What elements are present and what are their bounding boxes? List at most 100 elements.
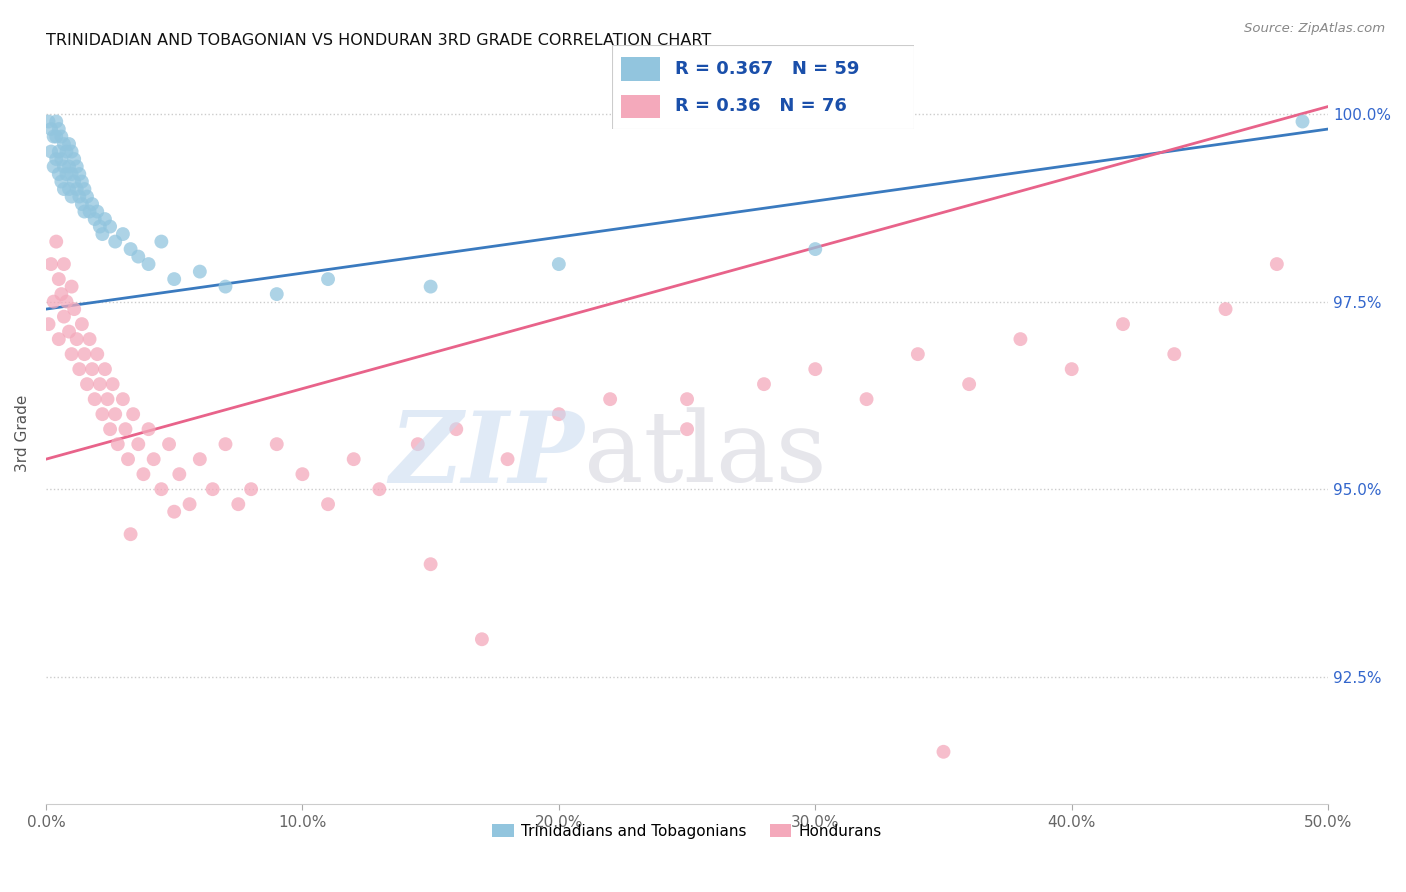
Point — [752, 377, 775, 392]
Text: TRINIDADIAN AND TOBAGONIAN VS HONDURAN 3RD GRADE CORRELATION CHART: TRINIDADIAN AND TOBAGONIAN VS HONDURAN 3… — [46, 33, 711, 48]
Point — [188, 264, 211, 278]
Point — [86, 204, 108, 219]
Point — [1060, 362, 1083, 376]
Point — [96, 392, 118, 406]
Point — [66, 332, 89, 346]
Point — [55, 294, 77, 309]
FancyBboxPatch shape — [620, 95, 659, 119]
Point — [48, 145, 70, 159]
Point — [76, 189, 98, 203]
Point — [1265, 257, 1288, 271]
Point — [38, 114, 60, 128]
Point — [73, 204, 96, 219]
Point — [51, 287, 73, 301]
Point — [91, 227, 114, 241]
Point — [132, 467, 155, 482]
Point — [42, 160, 65, 174]
Point — [58, 160, 80, 174]
Point — [932, 745, 955, 759]
Point — [240, 482, 263, 496]
Point — [101, 377, 124, 392]
Point — [804, 242, 827, 256]
Point — [214, 437, 236, 451]
Point — [120, 527, 142, 541]
Point — [316, 497, 339, 511]
Point — [157, 437, 180, 451]
Point — [676, 392, 699, 406]
Point — [127, 437, 149, 451]
Point — [1163, 347, 1185, 361]
Point — [266, 437, 288, 451]
Point — [142, 452, 165, 467]
Point — [89, 377, 111, 392]
Point — [138, 257, 160, 271]
Text: Source: ZipAtlas.com: Source: ZipAtlas.com — [1244, 22, 1385, 36]
Point — [496, 452, 519, 467]
Point — [45, 114, 67, 128]
Text: R = 0.36   N = 76: R = 0.36 N = 76 — [675, 96, 846, 114]
FancyBboxPatch shape — [620, 57, 659, 81]
Point — [51, 129, 73, 144]
Point — [150, 235, 173, 249]
Point — [45, 235, 67, 249]
Point — [214, 279, 236, 293]
Point — [1010, 332, 1032, 346]
Point — [42, 129, 65, 144]
Point — [127, 250, 149, 264]
Point — [39, 122, 62, 136]
Point — [67, 362, 90, 376]
Point — [67, 167, 90, 181]
Point — [94, 362, 117, 376]
Text: ZIP: ZIP — [389, 407, 585, 503]
Point — [117, 452, 139, 467]
Point — [91, 407, 114, 421]
Point — [51, 175, 73, 189]
Point — [70, 317, 93, 331]
Text: R = 0.367   N = 59: R = 0.367 N = 59 — [675, 60, 859, 78]
Point — [66, 160, 89, 174]
Point — [169, 467, 191, 482]
Point — [58, 182, 80, 196]
Text: atlas: atlas — [585, 408, 827, 503]
Point — [98, 219, 121, 234]
Point — [111, 227, 134, 241]
Point — [957, 377, 980, 392]
Point — [104, 407, 127, 421]
Point — [55, 145, 77, 159]
Point — [52, 310, 75, 324]
Point — [179, 497, 201, 511]
Point — [266, 287, 288, 301]
Point — [98, 422, 121, 436]
Point — [201, 482, 224, 496]
Point — [48, 332, 70, 346]
Point — [406, 437, 429, 451]
Point — [1291, 114, 1313, 128]
Point — [55, 167, 77, 181]
Point — [419, 558, 441, 572]
Point — [104, 235, 127, 249]
Point — [343, 452, 366, 467]
Point — [60, 167, 83, 181]
Point — [89, 219, 111, 234]
Point — [120, 242, 142, 256]
Point — [547, 407, 569, 421]
Point — [73, 182, 96, 196]
Point — [83, 392, 105, 406]
Point — [76, 377, 98, 392]
Point — [66, 182, 89, 196]
Point — [94, 212, 117, 227]
Point — [52, 160, 75, 174]
Point — [419, 279, 441, 293]
Point — [73, 347, 96, 361]
Point — [60, 279, 83, 293]
Point — [63, 302, 86, 317]
Point — [58, 325, 80, 339]
Point — [52, 257, 75, 271]
Point — [163, 505, 186, 519]
Point — [79, 204, 101, 219]
Point — [39, 145, 62, 159]
Point — [82, 362, 104, 376]
Point — [51, 152, 73, 166]
Y-axis label: 3rd Grade: 3rd Grade — [15, 394, 30, 472]
Point — [39, 257, 62, 271]
